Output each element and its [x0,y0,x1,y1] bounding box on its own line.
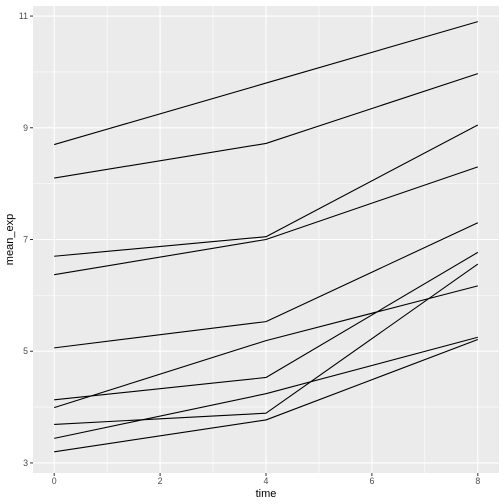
x-axis-ticks: 0 2 4 6 8 [52,473,480,486]
series-line-7 [54,285,478,409]
y-axis-ticks: 3 5 7 9 11 [19,11,33,468]
series-line-3 [54,124,479,257]
series-line-4 [54,166,478,276]
series-line-10 [54,338,479,453]
series-line-9 [54,336,478,439]
series-line-2 [54,73,478,179]
series-line-1 [54,21,478,146]
series-line-5 [54,222,479,349]
y-tick-label: 3 [23,458,28,468]
series-line-8 [54,263,479,425]
x-axis-title: time [256,488,277,500]
x-tick-label: 2 [158,476,163,486]
x-tick-label: 4 [264,476,269,486]
x-tick-label: 0 [52,476,57,486]
x-tick-label: 8 [475,476,480,486]
y-tick-label: 7 [23,235,28,245]
y-tick-label: 5 [23,346,28,356]
series-lines [54,21,479,453]
y-tick-label: 9 [23,123,28,133]
y-axis-title: mean_exp [4,214,16,265]
series-line-6 [54,251,479,401]
x-tick-label: 6 [369,476,374,486]
y-tick-label: 11 [19,11,28,21]
